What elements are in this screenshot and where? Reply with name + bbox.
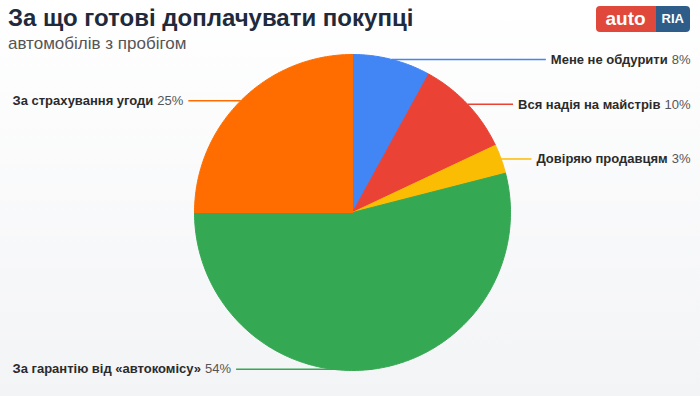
svg-text:54%: 54% bbox=[205, 361, 231, 376]
svg-text:8%: 8% bbox=[672, 52, 691, 67]
svg-text:3%: 3% bbox=[672, 151, 691, 166]
svg-text:За гарантію від «автокомісу»: За гарантію від «автокомісу» bbox=[13, 361, 202, 376]
svg-text:Мене не обдурити: Мене не обдурити bbox=[551, 52, 668, 67]
html-text:За що готові доплачувати покуп: За що готові доплачувати покупці bbox=[8, 4, 414, 31]
svg-text:За страхування угоди: За страхування угоди bbox=[13, 93, 154, 108]
svg-text:10%: 10% bbox=[664, 97, 690, 112]
html-text:auto: auto bbox=[605, 8, 646, 29]
html-text:RIA: RIA bbox=[661, 11, 684, 26]
html-text:автомобілів з пробігом: автомобілів з пробігом bbox=[8, 34, 187, 53]
svg-text:Вся надія на майстрів: Вся надія на майстрів bbox=[518, 97, 660, 112]
svg-text:Довіряю продавцям: Довіряю продавцям bbox=[536, 151, 667, 166]
svg-text:25%: 25% bbox=[157, 93, 183, 108]
